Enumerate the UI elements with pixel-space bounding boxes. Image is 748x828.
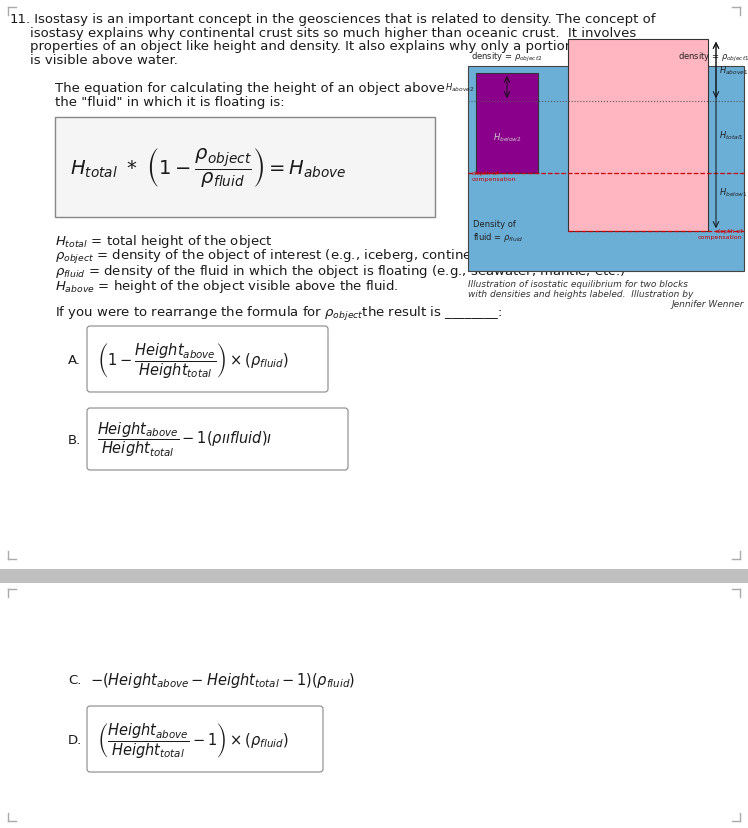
Text: $\dfrac{Height_{\mathit{above}}}{Height_{\mathit{total}}} - 1(\rho\imath\imath \: $\dfrac{Height_{\mathit{above}}}{Height_… [97, 421, 272, 459]
Text: If you were to rearrange the formula for $\rho_{\mathit{object}}$the result is _: If you were to rearrange the formula for… [55, 305, 503, 323]
Text: depth of
compensation: depth of compensation [472, 171, 517, 181]
Text: C.: C. [68, 672, 82, 686]
Text: Illustration of isostatic equilibrium for two blocks: Illustration of isostatic equilibrium fo… [468, 280, 688, 289]
Text: properties of an object like height and density. It also explains why only a por: properties of an object like height and … [30, 40, 666, 53]
Bar [476, 74, 538, 174]
Text: B.: B. [68, 433, 82, 446]
Text: 11.: 11. [10, 13, 31, 26]
Text: $H_{above}$ = height of the object visible above the fluid.: $H_{above}$ = height of the object visib… [55, 277, 399, 295]
Text: Density of
fluid = $\rho_{fluid}$: Density of fluid = $\rho_{fluid}$ [473, 220, 524, 243]
Text: $H_{below1}$: $H_{below1}$ [719, 186, 748, 199]
Text: A.: A. [68, 353, 81, 366]
Text: Jennifer Wenner: Jennifer Wenner [672, 300, 744, 309]
FancyBboxPatch shape [87, 408, 348, 470]
Bar [55, 118, 435, 218]
Bar [568, 40, 708, 232]
Text: with densities and heights labeled.  Illustration by: with densities and heights labeled. Illu… [468, 290, 693, 299]
Text: The equation for calculating the height of an object above: The equation for calculating the height … [55, 82, 445, 95]
Bar [0, 570, 748, 583]
Text: $\left(1 - \dfrac{Height_{\mathit{above}}}{Height_{\mathit{total}}}\right)\times: $\left(1 - \dfrac{Height_{\mathit{above}… [97, 340, 289, 379]
Text: depth of
compensation: depth of compensation [697, 229, 742, 239]
Text: $H_{above1}$: $H_{above1}$ [719, 65, 748, 77]
Text: isostasy explains why continental crust sits so much higher than oceanic crust. : isostasy explains why continental crust … [30, 26, 637, 40]
Text: density = $\rho_{object2}$: density = $\rho_{object2}$ [471, 51, 543, 64]
Text: $H_{below2}$: $H_{below2}$ [493, 132, 521, 144]
Text: $H_{total}$ = total height of the object: $H_{total}$ = total height of the object [55, 233, 272, 250]
Bar [0, 583, 748, 828]
Text: Isostasy is an important concept in the geosciences that is related to density. : Isostasy is an important concept in the … [30, 13, 655, 26]
Text: $-\left(Height_{\mathit{above}} - Height_{\mathit{total}} - 1\right)\left(\rho_{: $-\left(Height_{\mathit{above}} - Height… [90, 670, 355, 689]
Text: $H_{above2}$: $H_{above2}$ [444, 82, 474, 94]
Text: is visible above water.: is visible above water. [30, 54, 178, 66]
Text: $H_{total1}$: $H_{total1}$ [719, 130, 744, 142]
Text: density = $\rho_{object1}$: density = $\rho_{object1}$ [678, 51, 748, 64]
Text: the "fluid" in which it is floating is:: the "fluid" in which it is floating is: [55, 96, 285, 108]
Text: $\rho_{object}$ = density of the object of interest (e.g., iceberg, continental : $\rho_{object}$ = density of the object … [55, 248, 573, 266]
Text: $\left(\dfrac{Height_{\mathit{above}}}{Height_{\mathit{total}}} - 1\right)\times: $\left(\dfrac{Height_{\mathit{above}}}{H… [97, 720, 289, 758]
FancyBboxPatch shape [87, 326, 328, 392]
Text: $\rho_{fluid}$ = density of the fluid in which the object is floating (e.g., sea: $\rho_{fluid}$ = density of the fluid in… [55, 262, 625, 280]
Text: D.: D. [68, 733, 82, 745]
Text: $H_{\mathit{total}}\ *\ \left(1 - \dfrac{\rho_{\mathit{object}}}{\rho_{\mathit{f: $H_{\mathit{total}}\ *\ \left(1 - \dfrac… [70, 147, 347, 190]
Bar [468, 67, 744, 272]
FancyBboxPatch shape [87, 706, 323, 772]
